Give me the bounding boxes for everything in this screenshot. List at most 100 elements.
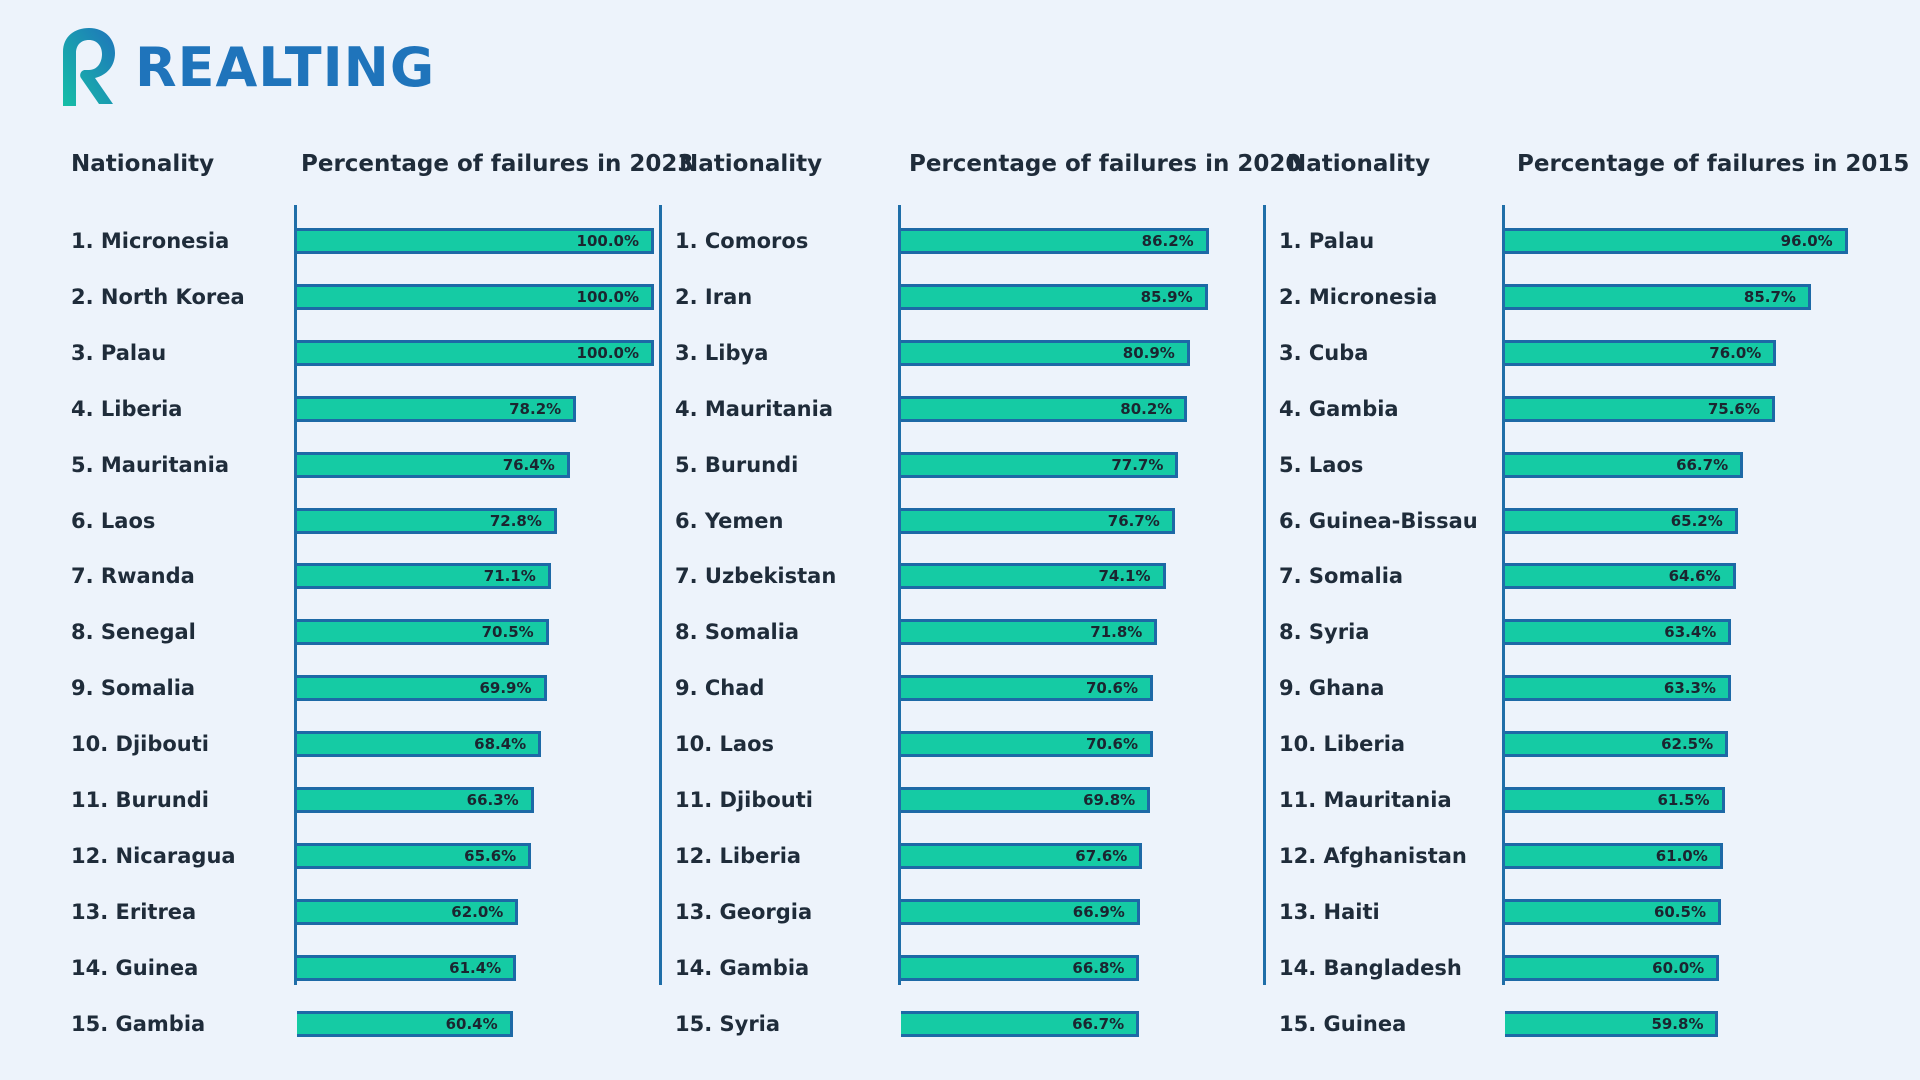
country-label: 3. Palau <box>71 340 167 365</box>
failure-bar: 77.7% <box>901 451 1179 478</box>
bar-value-label: 60.0% <box>1652 958 1705 977</box>
country-label: 4. Liberia <box>71 396 183 421</box>
country-label: 7. Rwanda <box>71 564 195 589</box>
bar-value-label: 100.0% <box>576 343 639 362</box>
country-label: 5. Burundi <box>675 452 799 477</box>
country-label: 10. Djibouti <box>71 732 209 757</box>
country-label: 7. Uzbekistan <box>675 564 837 589</box>
failure-bar: 86.2% <box>901 228 1209 254</box>
bar-value-label: 70.6% <box>1085 679 1139 698</box>
bar-value-label: 80.9% <box>1122 343 1175 362</box>
bar-value-label: 76.7% <box>1107 511 1160 530</box>
bar-row: 8. Syria 63.4% <box>1271 612 1871 652</box>
failure-bar: 66.8% <box>901 954 1140 981</box>
country-label: 6. Yemen <box>675 508 784 533</box>
bar-row: 13. Haiti 60.5% <box>1271 892 1871 932</box>
bar-value-label: 66.7% <box>1676 455 1729 474</box>
bar-value-label: 68.4% <box>474 735 527 754</box>
failure-bar: 72.8% <box>297 507 557 534</box>
bar-row: 11. Djibouti 69.8% <box>663 780 1263 820</box>
bar-axis <box>294 205 297 985</box>
bar-row: 9. Ghana 63.3% <box>1271 668 1871 708</box>
bar-row: 12. Afghanistan 61.0% <box>1271 836 1871 876</box>
bar-value-label: 100.0% <box>576 287 639 306</box>
bar-value-label: 61.5% <box>1657 791 1710 809</box>
value-header: Percentage of failures in 2015 <box>1517 151 1910 177</box>
brand-logo: REALTING <box>55 22 435 112</box>
bar-row: 6. Yemen 76.7% <box>663 501 1263 541</box>
failure-bar: 80.2% <box>901 395 1188 422</box>
failure-bar: 80.9% <box>901 339 1190 366</box>
bar-row: 15. Syria 66.7% <box>663 1004 1263 1044</box>
nationality-header: Nationality <box>1287 151 1431 177</box>
realting-r-logo-icon <box>63 28 115 106</box>
value-header: Percentage of failures in 2020 <box>909 151 1302 177</box>
country-label: 8. Syria <box>1279 620 1370 645</box>
country-label: 15. Gambia <box>71 1011 206 1036</box>
bar-row: 6. Laos 72.8% <box>55 501 655 541</box>
bar-value-label: 69.8% <box>1083 791 1136 809</box>
failure-bar: 61.0% <box>1505 842 1723 869</box>
bar-row: 3. Libya 80.9% <box>663 333 1263 373</box>
country-label: 12. Afghanistan <box>1279 843 1467 868</box>
failure-bar: 66.7% <box>1505 451 1744 478</box>
bar-value-label: 76.0% <box>1709 343 1762 362</box>
failure-bar: 70.6% <box>901 731 1154 758</box>
bar-row: 5. Laos 66.7% <box>1271 445 1871 485</box>
failure-bar: 71.8% <box>901 619 1158 646</box>
failure-bar: 68.4% <box>297 731 542 758</box>
failure-bar: 100.0% <box>297 339 654 366</box>
bar-value-label: 76.4% <box>502 455 555 474</box>
country-label: 5. Laos <box>1279 452 1364 477</box>
bar-row: 13. Georgia 66.9% <box>663 892 1263 932</box>
failure-bar: 63.4% <box>1505 619 1732 646</box>
bar-row: 8. Senegal 70.5% <box>55 612 655 652</box>
nationality-header: Nationality <box>71 151 215 177</box>
bar-row: 14. Bangladesh 60.0% <box>1271 948 1871 988</box>
bar-value-label: 67.6% <box>1075 846 1128 865</box>
brand-name: REALTING <box>135 35 436 99</box>
bar-row: 10. Djibouti 68.4% <box>55 724 655 764</box>
bar-value-label: 64.6% <box>1668 567 1721 586</box>
bar-value-label: 86.2% <box>1141 232 1194 250</box>
bar-value-label: 61.0% <box>1655 846 1708 865</box>
bar-value-label: 72.8% <box>489 511 542 530</box>
bar-row: 8. Somalia 71.8% <box>663 612 1263 652</box>
country-label: 11. Djibouti <box>675 788 813 812</box>
country-label: 1. Micronesia <box>71 229 230 253</box>
failure-bar: 65.2% <box>1505 507 1738 534</box>
country-label: 11. Burundi <box>71 788 209 812</box>
bar-value-label: 65.2% <box>1670 511 1723 530</box>
bar-row: 4. Liberia 78.2% <box>55 389 655 429</box>
country-label: 3. Cuba <box>1279 340 1369 365</box>
failure-bar: 61.5% <box>1505 787 1725 813</box>
failure-bar: 85.9% <box>901 283 1208 310</box>
bar-row: 12. Nicaragua 65.6% <box>55 836 655 876</box>
failure-bar: 76.7% <box>901 507 1175 534</box>
bar-row: 11. Burundi 66.3% <box>55 780 655 820</box>
failure-bar: 63.3% <box>1505 675 1731 702</box>
failure-bar: 70.6% <box>901 675 1154 702</box>
bar-row: 2. Iran 85.9% <box>663 277 1263 317</box>
value-header: Percentage of failures in 2023 <box>301 151 694 177</box>
bar-value-label: 69.9% <box>479 679 532 698</box>
bar-axis <box>898 205 901 985</box>
bar-row: 14. Gambia 66.8% <box>663 948 1263 988</box>
bar-value-label: 74.1% <box>1098 567 1151 586</box>
bar-value-label: 66.7% <box>1072 1014 1125 1033</box>
country-label: 13. Eritrea <box>71 899 197 924</box>
bar-row: 3. Cuba 76.0% <box>1271 333 1871 373</box>
bar-value-label: 60.5% <box>1653 902 1706 921</box>
bar-row: 5. Mauritania 76.4% <box>55 445 655 485</box>
country-label: 1. Comoros <box>675 229 809 253</box>
country-label: 7. Somalia <box>1279 564 1404 589</box>
bar-value-label: 80.2% <box>1120 399 1173 418</box>
failure-bar: 74.1% <box>901 563 1166 590</box>
bar-row: 9. Somalia 69.9% <box>55 668 655 708</box>
bar-row: 1. Comoros 86.2% <box>663 221 1263 261</box>
bar-row: 10. Liberia 62.5% <box>1271 724 1871 764</box>
bar-value-label: 96.0% <box>1780 232 1833 250</box>
country-label: 2. Micronesia <box>1279 284 1438 309</box>
failure-bar: 75.6% <box>1505 395 1775 422</box>
bar-value-label: 62.5% <box>1661 735 1714 754</box>
